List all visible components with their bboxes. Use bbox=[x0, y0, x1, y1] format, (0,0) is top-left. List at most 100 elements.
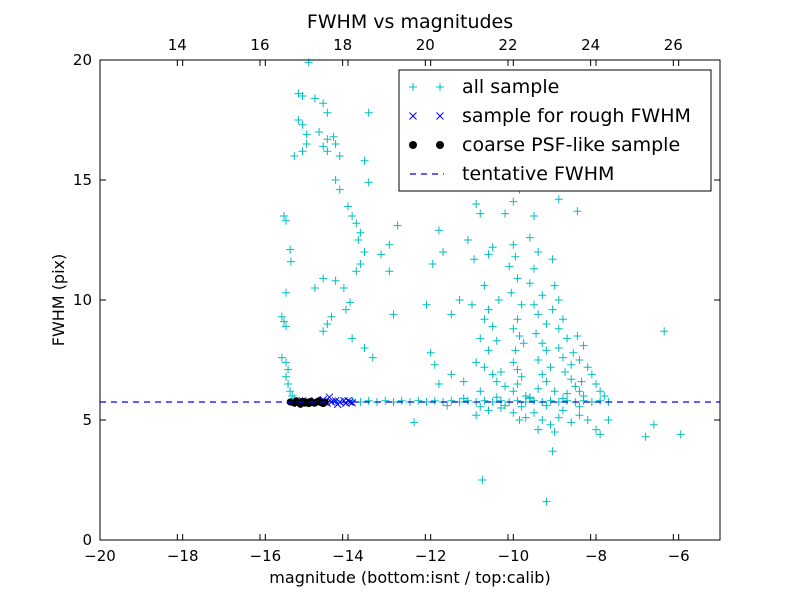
point-all-sample bbox=[447, 396, 456, 405]
point-all-sample bbox=[331, 176, 340, 184]
point-all-sample bbox=[509, 408, 518, 417]
point-all-sample bbox=[676, 430, 685, 439]
point-all-sample bbox=[546, 420, 555, 429]
point-all-sample bbox=[286, 245, 295, 254]
point-all-sample bbox=[430, 360, 439, 369]
point-all-sample bbox=[459, 394, 468, 403]
point-all-sample bbox=[558, 406, 567, 415]
point-all-sample bbox=[509, 358, 518, 367]
point-all-sample bbox=[480, 281, 489, 290]
point-all-sample bbox=[563, 334, 572, 343]
point-all-sample bbox=[476, 387, 485, 396]
point-all-sample bbox=[472, 200, 481, 208]
point-all-sample bbox=[389, 310, 398, 319]
point-all-sample bbox=[434, 226, 443, 235]
point-all-sample bbox=[554, 195, 563, 204]
point-all-sample bbox=[298, 120, 307, 129]
point-all-sample bbox=[331, 276, 340, 285]
legend-marker-psf-like bbox=[436, 141, 444, 149]
point-all-sample bbox=[360, 248, 369, 256]
point-all-sample bbox=[488, 243, 497, 252]
top-x-tick-label: 18 bbox=[333, 36, 352, 54]
point-all-sample bbox=[534, 384, 543, 393]
point-all-sample bbox=[447, 310, 456, 319]
point-all-sample bbox=[550, 387, 559, 396]
point-all-sample bbox=[494, 296, 503, 304]
y-axis-label: FWHM (pix) bbox=[49, 254, 68, 347]
point-all-sample bbox=[538, 339, 547, 348]
point-all-sample bbox=[282, 358, 290, 367]
point-all-sample bbox=[596, 430, 605, 439]
point-all-sample bbox=[327, 312, 336, 321]
point-all-sample bbox=[476, 334, 485, 343]
point-all-sample bbox=[282, 322, 290, 331]
point-all-sample bbox=[563, 396, 572, 405]
point-all-sample bbox=[302, 130, 311, 139]
point-all-sample bbox=[530, 212, 538, 220]
point-all-sample bbox=[354, 236, 363, 244]
point-all-sample bbox=[286, 387, 295, 396]
legend-markers bbox=[409, 83, 444, 175]
point-all-sample bbox=[356, 228, 365, 237]
point-all-sample bbox=[463, 396, 472, 405]
point-all-sample bbox=[530, 264, 538, 273]
point-all-sample bbox=[480, 315, 489, 324]
point-all-sample bbox=[284, 380, 293, 388]
point-all-sample bbox=[488, 370, 497, 379]
y-tick-label: 10 bbox=[73, 291, 92, 309]
point-all-sample bbox=[521, 413, 530, 422]
point-all-sample bbox=[509, 240, 518, 249]
point-all-sample bbox=[348, 212, 357, 220]
point-all-sample bbox=[577, 377, 586, 386]
point-all-sample bbox=[583, 416, 592, 424]
point-all-sample bbox=[319, 99, 328, 108]
point-all-sample bbox=[492, 393, 501, 402]
x-tick-label: −20 bbox=[84, 547, 116, 565]
legend-frame bbox=[398, 69, 712, 192]
point-all-sample bbox=[550, 281, 559, 290]
point-all-sample bbox=[341, 305, 350, 314]
point-all-sample bbox=[290, 152, 299, 160]
point-all-sample bbox=[567, 375, 576, 384]
point-all-sample bbox=[534, 310, 543, 319]
point-all-sample bbox=[279, 317, 288, 326]
point-all-sample bbox=[439, 248, 448, 256]
point-all-sample bbox=[604, 416, 613, 424]
point-all-sample bbox=[509, 387, 518, 396]
legend-label-all-sample: all sample bbox=[462, 76, 559, 98]
point-all-sample bbox=[282, 372, 290, 381]
x-tick-label: −14 bbox=[332, 547, 364, 565]
x-tick-label: −8 bbox=[585, 547, 607, 565]
point-all-sample bbox=[310, 94, 319, 103]
point-all-sample bbox=[517, 372, 526, 381]
point-all-sample bbox=[385, 267, 394, 276]
point-all-sample bbox=[550, 428, 559, 436]
point-all-sample bbox=[492, 377, 501, 386]
point-all-sample bbox=[286, 257, 295, 266]
point-all-sample bbox=[511, 252, 520, 261]
point-rough-fwhm bbox=[348, 398, 356, 407]
y-tick-label: 5 bbox=[82, 411, 92, 429]
point-all-sample bbox=[554, 296, 563, 304]
point-all-sample bbox=[488, 322, 497, 331]
point-all-sample bbox=[335, 185, 344, 194]
point-all-sample bbox=[517, 300, 526, 309]
top-x-tick-label: 14 bbox=[168, 36, 187, 54]
legend-marker-rough-fwhm bbox=[436, 112, 444, 120]
point-all-sample bbox=[428, 260, 437, 268]
point-all-sample bbox=[554, 324, 563, 333]
point-all-sample bbox=[513, 365, 522, 374]
point-all-sample bbox=[335, 152, 344, 160]
point-all-sample bbox=[282, 216, 290, 225]
point-all-sample bbox=[472, 358, 481, 367]
point-all-sample bbox=[385, 240, 394, 249]
point-all-sample bbox=[422, 300, 431, 309]
point-all-sample bbox=[571, 382, 580, 391]
point-all-sample bbox=[542, 401, 551, 410]
point-all-sample bbox=[352, 219, 361, 228]
point-all-sample bbox=[277, 353, 286, 362]
point-all-sample bbox=[393, 221, 402, 230]
point-all-sample bbox=[546, 396, 555, 405]
point-all-sample bbox=[346, 298, 355, 307]
legend-marker-psf-like bbox=[409, 141, 417, 149]
